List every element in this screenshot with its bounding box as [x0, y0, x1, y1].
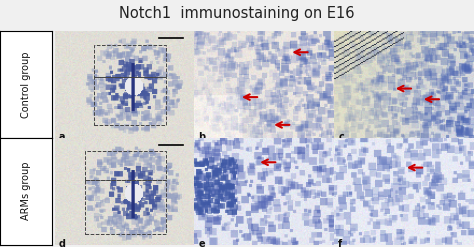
Text: f: f [338, 239, 343, 247]
Text: b: b [199, 132, 206, 142]
Text: Notch1  immunostaining on E16: Notch1 immunostaining on E16 [119, 6, 355, 21]
Text: c: c [338, 132, 344, 142]
Text: e: e [199, 239, 205, 247]
Bar [85, 180, 166, 234]
Bar [94, 45, 166, 77]
Text: Control group: Control group [21, 51, 31, 118]
Text: a: a [59, 132, 65, 142]
Text: ARMs group: ARMs group [21, 162, 31, 220]
Text: d: d [59, 239, 66, 247]
Bar [94, 77, 166, 125]
Bar [85, 150, 166, 180]
